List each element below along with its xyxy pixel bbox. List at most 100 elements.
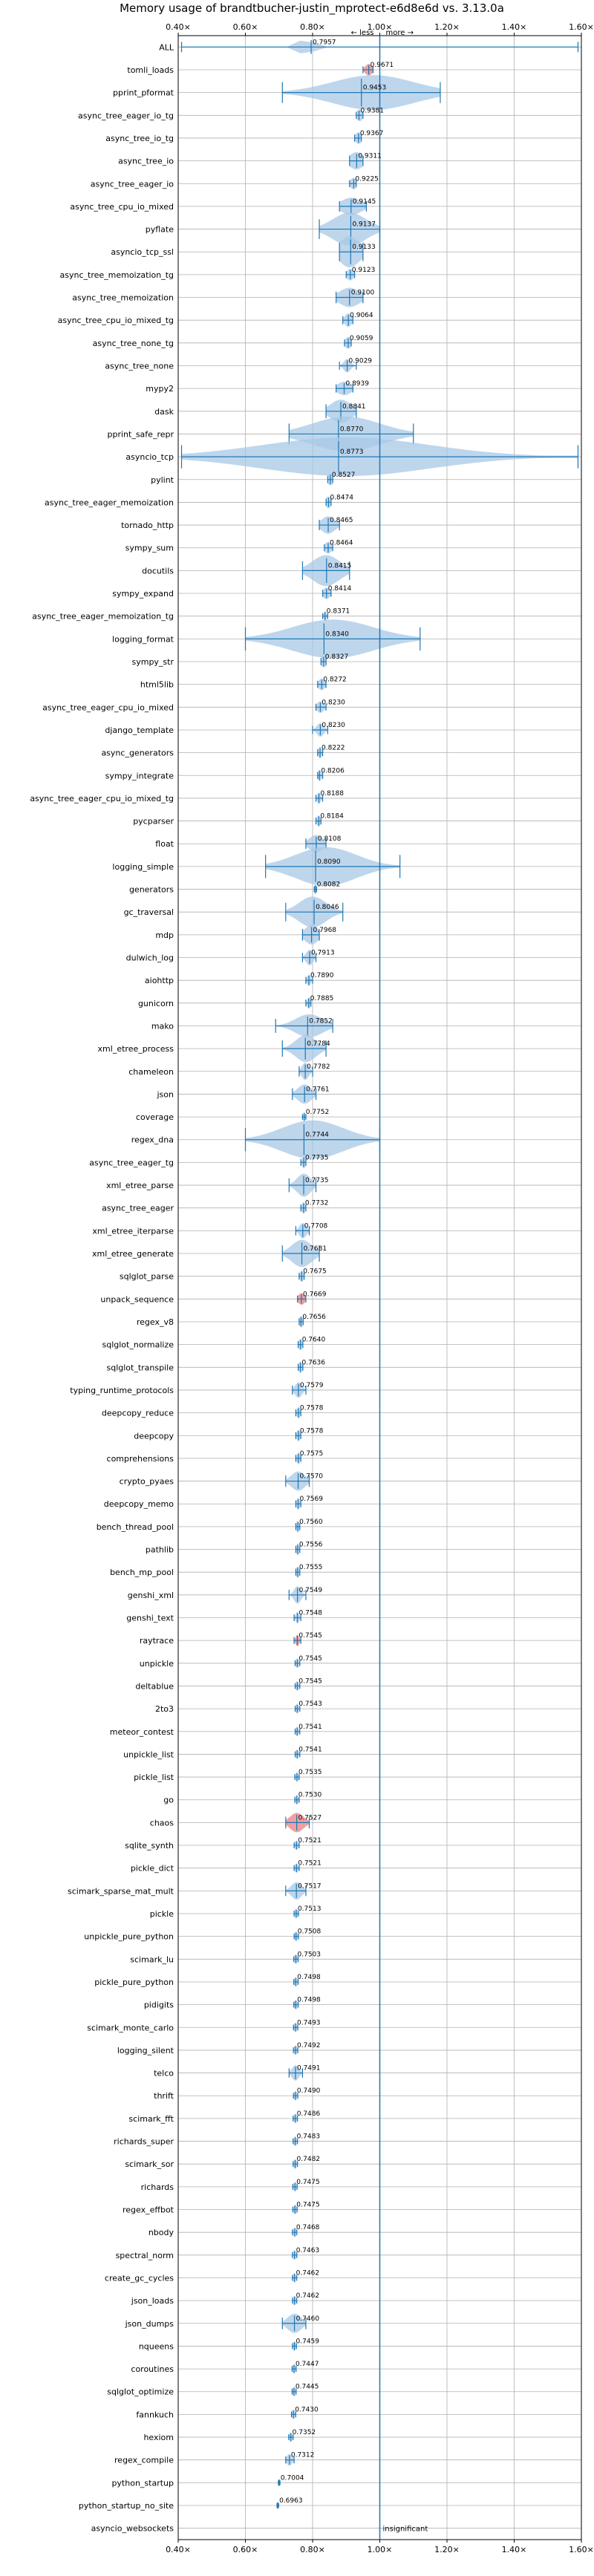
benchmark-label: json_dumps [125, 2319, 174, 2329]
x-tick-label-top: 1.40× [502, 22, 527, 32]
benchmark-value-label: 0.7548 [299, 1609, 323, 1617]
benchmark-value-label: 0.8206 [321, 767, 345, 775]
benchmark-value-label: 0.8340 [325, 630, 349, 638]
benchmark-value-label: 0.7493 [297, 2019, 321, 2026]
benchmark-value-label: 0.9029 [349, 357, 373, 365]
benchmark-value-label: 0.7752 [306, 1109, 330, 1116]
benchmark-value-label: 0.7447 [296, 2361, 319, 2368]
x-tick-label-top: 1.20× [434, 22, 460, 32]
benchmark-label: xml_etree_generate [92, 1249, 174, 1259]
benchmark-label: xml_etree_iterparse [92, 1226, 174, 1236]
benchmark-value-label: 0.7570 [300, 1473, 324, 1481]
benchmark-value-label: 0.7535 [298, 1769, 322, 1776]
benchmark-value-label: 0.7543 [298, 1701, 322, 1708]
insignificant-label: insignificant [383, 2526, 428, 2534]
benchmark-value-label: 0.7490 [297, 2087, 321, 2095]
more-annotation: more → [386, 29, 414, 37]
benchmark-label: regex_v8 [137, 1317, 174, 1327]
benchmark-label: generators [129, 885, 174, 895]
benchmark-value-label: 0.7578 [300, 1427, 324, 1435]
benchmark-value-label: 0.9311 [358, 153, 382, 160]
benchmark-label: mako [151, 1021, 174, 1031]
benchmark-label: pyflate [146, 225, 174, 235]
benchmark-value-label: 0.7352 [293, 2429, 316, 2436]
benchmark-value-label: 0.7445 [296, 2384, 319, 2391]
benchmark-value-label: 0.7555 [299, 1564, 323, 1571]
benchmark-label: bench_mp_pool [110, 1568, 174, 1577]
benchmark-value-label: 0.8464 [330, 540, 353, 547]
benchmark-label: async_tree_eager_tg [89, 1158, 174, 1167]
benchmark-label: chameleon [128, 1067, 174, 1077]
benchmark-value-label: 0.9381 [360, 107, 383, 114]
benchmark-value-label: 0.9145 [353, 198, 376, 206]
benchmark-label: regex_effbot [123, 2205, 174, 2215]
chart-title: Memory usage of brandtbucher-justin_mpro… [120, 1, 504, 16]
violins [180, 39, 579, 2510]
benchmark-label: float [155, 839, 174, 849]
benchmark-label: gunicorn [138, 999, 174, 1008]
benchmark-value-label: 0.8474 [330, 494, 353, 501]
x-tick-label-bottom: 0.40× [166, 2545, 191, 2554]
benchmark-value-label: 0.7968 [313, 927, 337, 934]
benchmark-value-label: 0.7708 [304, 1222, 328, 1230]
benchmark-label: async_tree_none [105, 361, 174, 371]
benchmark-value-label: 0.7462 [296, 2269, 320, 2277]
benchmark-label: pickle [150, 1909, 174, 1919]
benchmark-label: deepcopy_memo [104, 1499, 174, 1509]
benchmark-label: pickle_pure_python [94, 1977, 174, 1987]
benchmark-label: sympy_str [131, 657, 174, 667]
benchmark-label: telco [154, 2069, 174, 2078]
benchmark-label: regex_dna [131, 1135, 174, 1145]
benchmark-value-label: 0.7521 [298, 1837, 322, 1845]
benchmark-label: xml_etree_process [98, 1044, 174, 1054]
benchmark-value-label: 0.8773 [340, 449, 364, 456]
benchmark-label: 2to3 [155, 1704, 174, 1714]
benchmark-label: meteor_contest [110, 1727, 174, 1737]
benchmark-value-label: 0.7498 [297, 1974, 321, 1981]
benchmark-label: fannkuch [136, 2410, 174, 2419]
benchmark-label: scimark_sparse_mat_mult [68, 1886, 174, 1896]
benchmark-value-label: 0.7549 [299, 1587, 323, 1594]
benchmark-value-label: 0.7913 [311, 950, 335, 957]
benchmark-label: async_tree_io_tg [105, 134, 174, 143]
benchmark-label: coroutines [131, 2364, 174, 2374]
benchmark-value-label: 0.7575 [300, 1450, 324, 1458]
benchmark-value-label: 0.8939 [345, 380, 369, 388]
benchmark-label: create_gc_cycles [105, 2273, 174, 2283]
benchmark-label: go [163, 1796, 174, 1805]
benchmark-value-label: 0.7669 [303, 1291, 327, 1298]
benchmark-label: pickle_list [134, 1773, 174, 1782]
x-tick-label-bottom: 1.20× [434, 2545, 460, 2554]
benchmark-value-label: 0.7541 [298, 1724, 322, 1731]
benchmark-label: async_tree_cpu_io_mixed_tg [58, 316, 174, 325]
benchmark-value-label: 0.7312 [291, 2452, 315, 2459]
benchmark-label: python_startup [111, 2478, 174, 2488]
x-tick-label-bottom: 1.00× [368, 2545, 393, 2554]
benchmark-label: logging_format [112, 634, 174, 644]
benchmark-value-label: 0.8327 [325, 653, 349, 661]
benchmark-label: async_tree_eager [102, 1204, 174, 1213]
benchmark-value-label: 0.8415 [328, 562, 352, 570]
benchmark-label: deltablue [135, 1681, 174, 1691]
benchmark-value-label: 0.7530 [298, 1792, 322, 1799]
benchmark-value-label: 0.7784 [307, 1040, 330, 1048]
benchmark-label: pylint [151, 475, 174, 485]
benchmark-value-label: 0.7761 [306, 1086, 330, 1093]
benchmark-value-label: 0.8465 [330, 517, 353, 524]
benchmark-value-label: 0.8527 [332, 472, 356, 479]
benchmark-value-label: 0.7545 [298, 1677, 322, 1685]
benchmark-value-label: 0.7885 [310, 995, 334, 1002]
benchmark-label: async_tree_eager_memoization_tg [32, 612, 174, 622]
benchmark-value-label: 0.8272 [323, 676, 347, 684]
benchmark-label: deepcopy [134, 1431, 174, 1441]
benchmark-value-label: 0.7498 [297, 1997, 321, 2004]
benchmark-label: hexiom [143, 2433, 174, 2442]
benchmark-label: dask [154, 407, 174, 417]
benchmark-value-label: 0.7556 [299, 1542, 323, 1549]
benchmark-label: pathlib [146, 1545, 174, 1555]
benchmark-value-label: 0.7430 [295, 2406, 319, 2413]
benchmark-value-label: 0.7681 [304, 1245, 327, 1253]
benchmark-label: pprint_safe_repr [108, 429, 174, 439]
benchmark-label: scimark_sor [125, 2159, 174, 2169]
